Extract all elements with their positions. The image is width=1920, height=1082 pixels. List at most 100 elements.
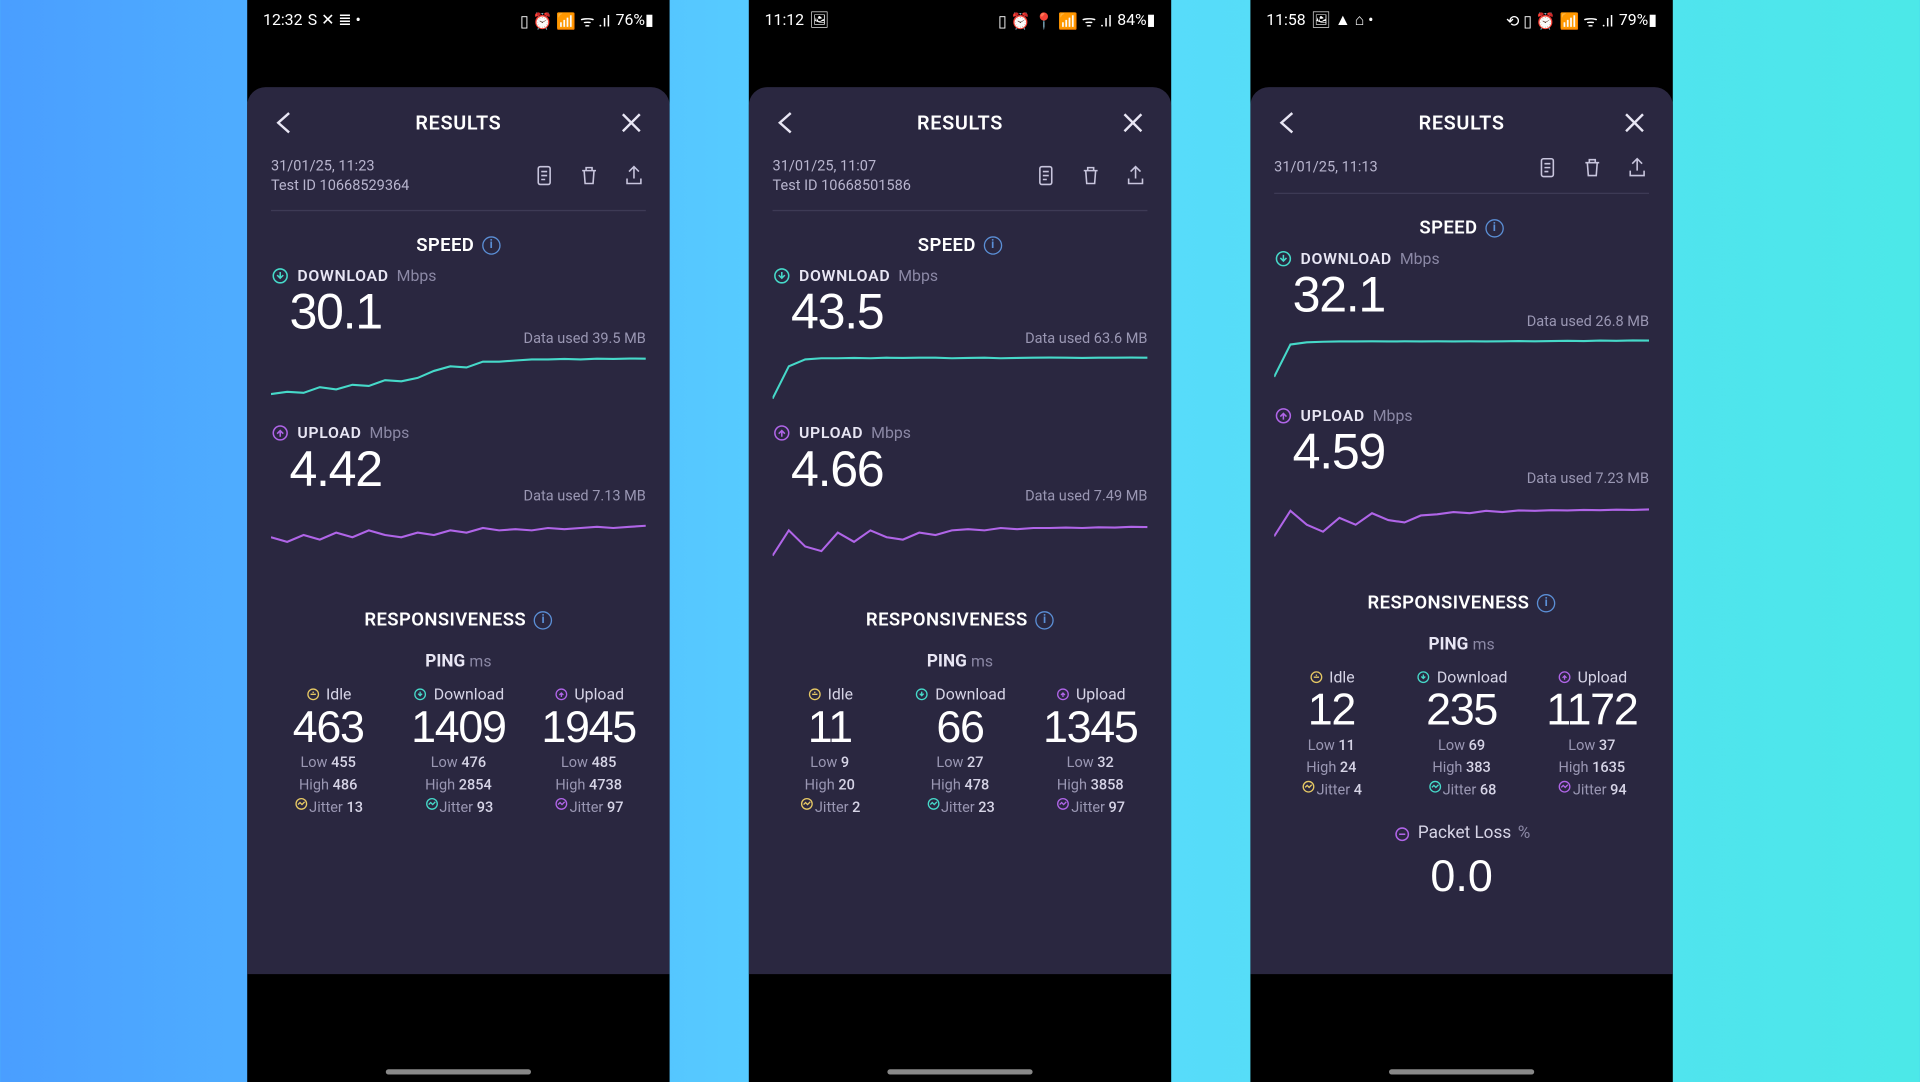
ping-upload-value: 1172 (1529, 686, 1654, 735)
packet-loss-label: Packet Loss (1418, 824, 1511, 844)
ping-col-idle: Idle11Low 9High 20Jitter 2 (767, 685, 892, 819)
upload-chart (773, 504, 1148, 567)
close-icon[interactable] (617, 108, 646, 137)
page-title: RESULTS (300, 111, 617, 135)
status-bar: 11:58 🖼 ▲ ⌂ •⟲ ▯ ⏰ 📶 ᯤ .ıl 79%▮ (1250, 0, 1672, 40)
speed-heading-text: SPEED (416, 235, 474, 256)
speed-heading-text: SPEED (918, 235, 976, 256)
home-indicator[interactable] (887, 1069, 1032, 1074)
ping-download-low: Low 27 (898, 753, 1023, 775)
close-icon[interactable] (1620, 108, 1649, 137)
upload-unit: Mbps (1373, 407, 1413, 425)
status-left-icons: 🖼 ▲ ⌂ • (1311, 11, 1373, 29)
ping-download-high: High 383 (1399, 758, 1524, 780)
ping-upload-jitter: Jitter 97 (1028, 796, 1153, 819)
back-icon[interactable] (271, 108, 300, 137)
responsiveness-text: RESPONSIVENESS (866, 610, 1028, 631)
status-right-icons: ▯ ⏰ 📶 ᯤ .ıl (520, 9, 610, 31)
upload-label: UPLOAD (297, 423, 361, 441)
ping-col-upload: Upload1945Low 485High 4738Jitter 97 (526, 685, 651, 819)
ping-col-idle: Idle463Low 455High 486Jitter 13 (266, 685, 391, 819)
ping-download-jitter: Jitter 68 (1399, 779, 1524, 802)
share-icon[interactable] (622, 164, 646, 188)
trash-icon[interactable] (1580, 156, 1604, 180)
back-icon[interactable] (773, 108, 802, 137)
ping-idle-value: 12 (1269, 686, 1394, 735)
results-card: RESULTS31/01/25, 11:07Test ID 1066850158… (749, 87, 1171, 974)
test-meta: 31/01/25, 11:23Test ID 10668529364 (271, 156, 409, 197)
download-chart (773, 347, 1148, 410)
trash-icon[interactable] (1079, 164, 1103, 188)
info-icon[interactable]: i (534, 611, 552, 629)
ping-upload-value: 1945 (526, 703, 651, 752)
ping-idle-label: Idle (326, 685, 351, 703)
download-unit: Mbps (898, 266, 938, 284)
info-icon[interactable]: i (1485, 219, 1503, 237)
back-icon[interactable] (1274, 108, 1303, 137)
page-title: RESULTS (802, 111, 1119, 135)
doc-icon[interactable] (532, 164, 556, 188)
ping-upload-jitter: Jitter 94 (1529, 779, 1654, 802)
download-label: DOWNLOAD (1301, 249, 1392, 267)
status-battery: 84%▮ (1117, 11, 1155, 29)
download-icon (1274, 249, 1292, 267)
ping-upload-high: High 3858 (1028, 774, 1153, 796)
status-left-icons: 🖼 (809, 11, 829, 29)
ping-upload-label: Upload (574, 685, 624, 703)
ping-label: PING (927, 652, 967, 672)
close-icon[interactable] (1118, 108, 1147, 137)
info-icon[interactable]: i (1036, 611, 1054, 629)
ping-idle-low: Low 11 (1269, 736, 1394, 758)
ping-heading: PING ms (247, 652, 669, 672)
packet-loss-value: 0.0 (1250, 851, 1672, 902)
download-unit: Mbps (397, 266, 437, 284)
trash-icon[interactable] (577, 164, 601, 188)
test-id-label: Test ID 10668501586 (773, 177, 911, 194)
phone-3: 11:58 🖼 ▲ ⌂ •⟲ ▯ ⏰ 📶 ᯤ .ıl 79%▮RESULTS31… (1250, 0, 1672, 1082)
ping-heading: PING ms (749, 652, 1171, 672)
home-indicator[interactable] (1389, 1069, 1534, 1074)
download-chart (271, 347, 646, 410)
ping-idle-jitter: Jitter 2 (767, 796, 892, 819)
responsiveness-text: RESPONSIVENESS (364, 610, 526, 631)
ping-idle-high: High 20 (767, 774, 892, 796)
ping-upload-low: Low 485 (526, 753, 651, 775)
ping-idle-label: Idle (1329, 668, 1354, 686)
ping-idle-jitter: Jitter 4 (1269, 779, 1394, 802)
test-id-label: Test ID 10668529364 (271, 177, 409, 194)
responsiveness-text: RESPONSIVENESS (1368, 593, 1530, 614)
ping-label: PING (425, 652, 465, 672)
doc-icon[interactable] (1536, 156, 1560, 180)
speed-heading-text: SPEED (1419, 218, 1477, 239)
status-left-icons: S ✕ ≣ • (308, 11, 361, 29)
packet-loss-block: Packet Loss %0.0 (1250, 802, 1672, 902)
ping-col-idle: Idle12Low 11High 24Jitter 4 (1269, 668, 1394, 802)
ping-unit: ms (1473, 635, 1495, 653)
status-time: 11:58 (1266, 11, 1305, 29)
ping-download-value: 235 (1399, 686, 1524, 735)
upload-icon (271, 423, 289, 441)
share-icon[interactable] (1124, 164, 1148, 188)
status-time: 11:12 (765, 11, 804, 29)
ping-idle-label: Idle (828, 685, 853, 703)
status-bar: 11:12 🖼 ▯ ⏰ 📍 📶 ᯤ .ıl 84%▮ (749, 0, 1171, 40)
ping-col-download: Download1409Low 476High 2854Jitter 93 (396, 685, 521, 819)
upload-icon (773, 423, 791, 441)
info-icon[interactable]: i (482, 236, 500, 254)
ping-idle-low: Low 455 (266, 753, 391, 775)
status-right-icons: ▯ ⏰ 📍 📶 ᯤ .ıl (998, 9, 1112, 31)
ping-upload-low: Low 32 (1028, 753, 1153, 775)
ping-idle-value: 11 (767, 703, 892, 752)
ping-download-low: Low 476 (396, 753, 521, 775)
ping-download-high: High 2854 (396, 774, 521, 796)
ping-upload-value: 1345 (1028, 703, 1153, 752)
info-icon[interactable]: i (1537, 594, 1555, 612)
doc-icon[interactable] (1034, 164, 1058, 188)
ping-upload-low: Low 37 (1529, 736, 1654, 758)
ping-col-upload: Upload1345Low 32High 3858Jitter 97 (1028, 685, 1153, 819)
ping-upload-jitter: Jitter 97 (526, 796, 651, 819)
home-indicator[interactable] (386, 1069, 531, 1074)
share-icon[interactable] (1625, 156, 1649, 180)
ping-download-value: 66 (898, 703, 1023, 752)
info-icon[interactable]: i (984, 236, 1002, 254)
